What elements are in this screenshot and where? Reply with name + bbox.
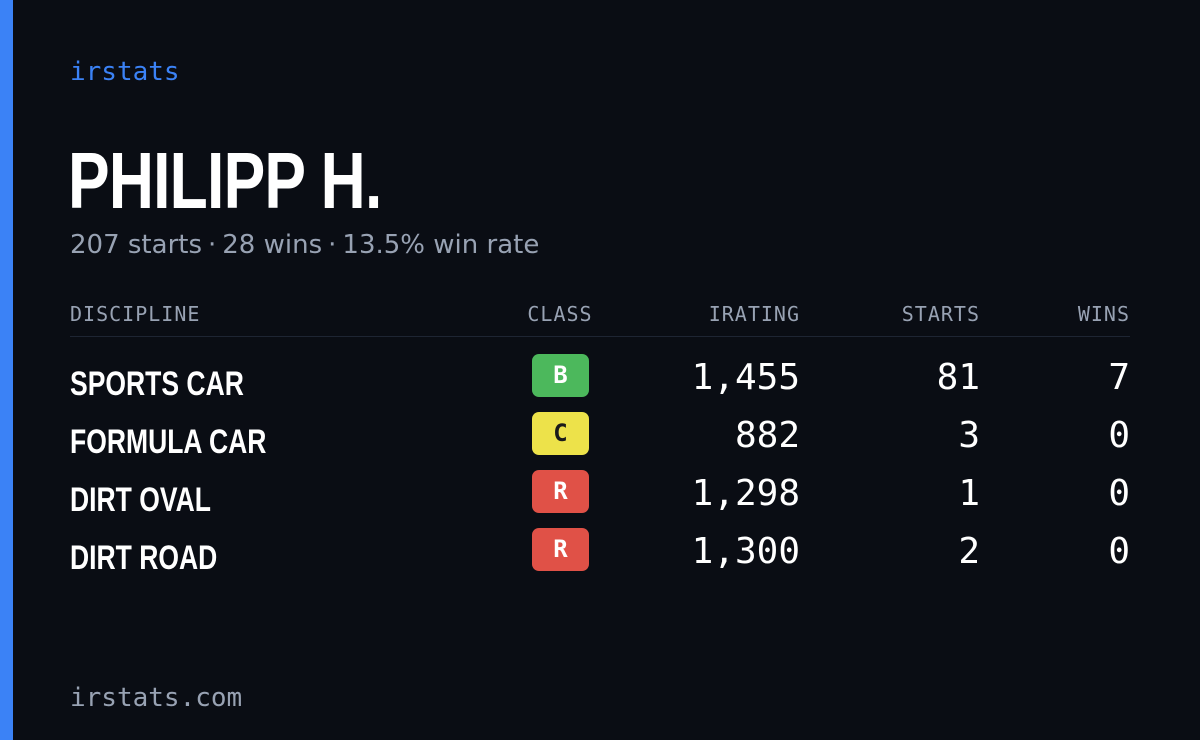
table-row: SPORTS CAR B 1,455 81 7	[0, 354, 1200, 412]
irating-value: 882	[734, 415, 800, 456]
class-badge: R	[532, 470, 589, 513]
starts-value: 1	[958, 473, 980, 514]
starts-value: 81	[936, 357, 980, 398]
header-divider	[70, 336, 1130, 337]
discipline-name: FORMULA CAR	[70, 423, 267, 461]
table-row: FORMULA CAR C 882 3 0	[0, 412, 1200, 470]
table-row: DIRT OVAL R 1,298 1 0	[0, 470, 1200, 528]
irating-value: 1,455	[691, 357, 800, 398]
brand-logo: irstats	[70, 57, 180, 87]
column-header-discipline: DISCIPLINE	[70, 302, 201, 326]
wins-value: 0	[1108, 531, 1130, 572]
wins-value: 0	[1108, 415, 1130, 456]
discipline-name: DIRT ROAD	[70, 539, 218, 577]
discipline-name: DIRT OVAL	[70, 481, 211, 519]
starts-value: 3	[958, 415, 980, 456]
table-row: DIRT ROAD R 1,300 2 0	[0, 528, 1200, 586]
starts-summary: 207 starts	[70, 230, 202, 260]
irating-value: 1,300	[691, 531, 800, 572]
wins-value: 0	[1108, 473, 1130, 514]
discipline-name: SPORTS CAR	[70, 365, 244, 403]
column-header-wins: WINS	[1077, 302, 1130, 326]
starts-value: 2	[958, 531, 980, 572]
wins-value: 7	[1108, 357, 1130, 398]
wins-summary: 28 wins	[222, 230, 323, 260]
class-badge: R	[532, 528, 589, 571]
driver-summary: 207 starts · 28 wins · 13.5% win rate	[70, 228, 539, 262]
column-header-class: CLASS	[527, 302, 593, 326]
irating-value: 1,298	[691, 473, 800, 514]
summary-separator: ·	[208, 230, 217, 260]
accent-bar	[0, 0, 13, 740]
summary-separator: ·	[328, 230, 337, 260]
driver-name: PHILIPP H.	[68, 136, 382, 225]
column-header-irating: IRATING	[708, 302, 800, 326]
column-header-starts: STARTS	[901, 302, 980, 326]
class-badge: B	[532, 354, 589, 397]
class-badge: C	[532, 412, 589, 455]
win-rate-summary: 13.5% win rate	[342, 230, 540, 260]
footer-url: irstats.com	[70, 683, 243, 713]
